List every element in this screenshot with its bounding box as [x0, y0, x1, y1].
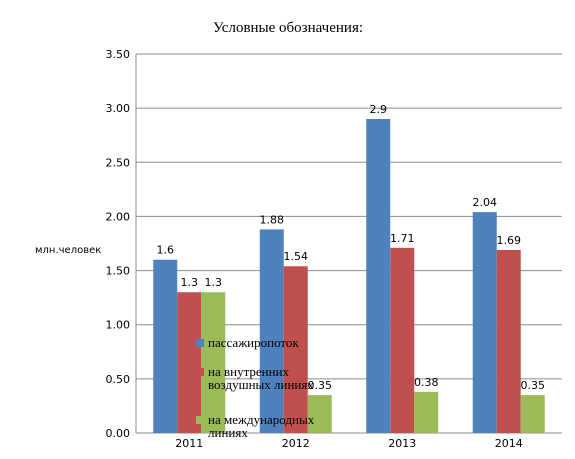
data-label: 1.54: [284, 250, 309, 263]
bar-2014-series-1: [472, 212, 497, 433]
bar-2011-series-3: [201, 292, 226, 433]
y-tick-label: 3.00: [106, 102, 131, 115]
x-tick-labels: 2011 2012 2013 2014: [175, 437, 523, 450]
legend-swatch-1: [196, 339, 204, 347]
data-label: 1.69: [497, 234, 522, 247]
x-tick-label: 2013: [388, 437, 416, 450]
bar-2014-series-2: [496, 249, 521, 433]
data-label: 1.88: [260, 213, 285, 226]
legend-swatch-2: [196, 368, 204, 376]
legend-label: пассажиропоток: [208, 335, 299, 350]
y-tick-label: 1.50: [106, 265, 131, 278]
y-tick-label: 1.00: [106, 319, 131, 332]
bar-2013-series-3: [414, 391, 439, 433]
y-tick-label: 2.50: [106, 156, 131, 169]
bar-2012-series-3: [307, 395, 332, 433]
y-tick-labels: 0.00 0.50 1.00 1.50 2.00 2.50 3.00 3.50: [106, 48, 131, 440]
legend-label: линиях: [208, 425, 248, 440]
data-label: 1.6: [157, 244, 175, 257]
data-label: 0.35: [521, 379, 546, 392]
data-labels: 1.6 1.3 1.3 1.88 1.54 0.35 2.9 1.71 0.38 2.04 1.69…: [157, 103, 546, 392]
chart-title: Условные обозначения:: [213, 20, 363, 36]
bar-2012-series-2: [283, 266, 308, 433]
x-tick-label: 2011: [175, 437, 203, 450]
data-label: 1.3: [181, 276, 199, 289]
data-label: 1.3: [205, 276, 223, 289]
y-tick-label: 0.50: [106, 373, 131, 386]
data-label: 2.9: [370, 103, 388, 116]
bars: [153, 118, 545, 433]
data-label: 1.71: [390, 232, 415, 245]
legend-label: на внутренних: [208, 364, 290, 379]
bar-2013-series-1: [366, 118, 391, 433]
y-tick-label: 2.00: [106, 210, 131, 223]
x-tick-label: 2014: [495, 437, 523, 450]
x-tick-label: 2012: [282, 437, 310, 450]
bar-2013-series-2: [390, 247, 415, 433]
data-label: 0.35: [308, 379, 333, 392]
data-label: 2.04: [473, 196, 498, 209]
y-tick-label: 3.50: [106, 48, 131, 61]
bar-2012-series-1: [259, 229, 284, 433]
legend-label: воздушных линиях: [208, 377, 314, 392]
bar-2011-series-1: [153, 259, 178, 433]
y-tick-label: 0.00: [106, 427, 131, 440]
y-axis-label: млн.человек: [35, 245, 101, 256]
bar-2011-series-2: [177, 292, 202, 433]
legend-swatch-3: [196, 416, 204, 424]
legend-label: на международных: [208, 412, 315, 427]
data-label: 0.38: [414, 376, 439, 389]
bar-2014-series-3: [520, 395, 545, 433]
